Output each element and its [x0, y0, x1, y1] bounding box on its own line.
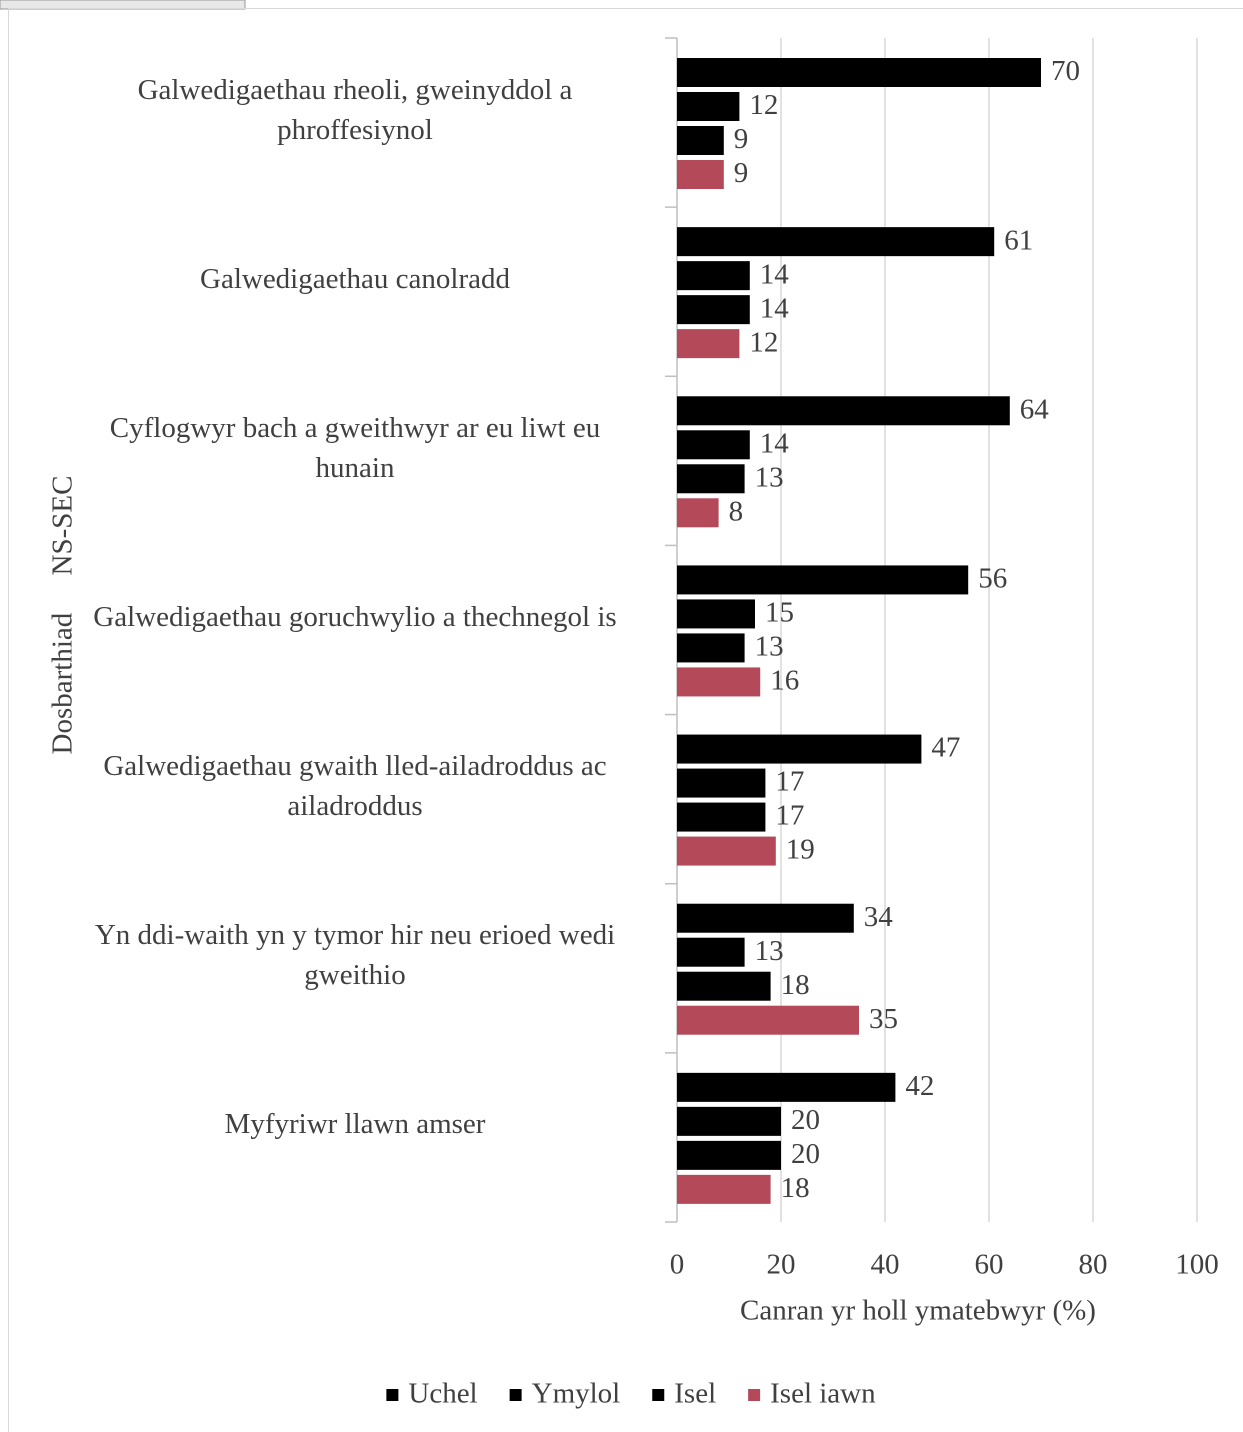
data-label: 13 [755, 935, 784, 967]
data-label: 17 [775, 766, 804, 798]
chart-border [8, 8, 1243, 1432]
bar [677, 1140, 781, 1170]
data-label: 8 [729, 495, 744, 527]
bar [677, 92, 740, 121]
y-tick-label: Galwedigaethau rheoli, gweinyddol a phro… [137, 73, 573, 146]
y-tick-label: Galwedigaethau canolradd [200, 262, 510, 295]
bar [677, 261, 750, 291]
data-label: 14 [760, 292, 790, 324]
bar [677, 667, 761, 697]
bar [677, 802, 766, 832]
legend-label: Uchel [408, 1378, 477, 1410]
bar [677, 836, 776, 866]
data-label: 14 [760, 427, 790, 459]
bar [677, 1106, 781, 1136]
bar [677, 464, 745, 494]
data-label: 18 [781, 1172, 810, 1204]
data-label: 17 [775, 800, 804, 832]
legend-marker [386, 1389, 399, 1401]
data-label: 19 [786, 834, 815, 866]
legend-label: Isel [674, 1378, 716, 1410]
data-label: 16 [770, 665, 799, 697]
tab [0, 0, 246, 10]
legend-marker [509, 1389, 522, 1401]
bar [677, 498, 719, 528]
y-tick-label: Yn ddi-waith yn y tymor hir neu erioed w… [94, 919, 616, 992]
data-label: 9 [734, 123, 749, 155]
bar [677, 430, 750, 460]
data-label: 34 [864, 901, 894, 933]
x-tick-label: 0 [670, 1249, 685, 1281]
bar [677, 971, 771, 1001]
legend-marker [748, 1389, 761, 1401]
data-label: 20 [791, 1138, 820, 1170]
y-axis-title: Dosbarthiad NS-SEC [47, 476, 79, 755]
bar [677, 58, 1041, 87]
data-label: 56 [978, 563, 1007, 595]
bar [677, 227, 995, 257]
data-label: 20 [791, 1104, 820, 1136]
bar [677, 295, 750, 325]
legend-label: Isel iawn [770, 1378, 876, 1410]
bar [677, 396, 1010, 426]
x-axis-title: Canran yr holl ymatebwyr (%) [740, 1295, 1096, 1327]
data-label: 47 [931, 732, 960, 764]
data-label: 70 [1051, 55, 1080, 87]
bar [677, 1174, 771, 1204]
y-tick-label: Cyflogwyr bach a gweithwyr ar eu liwt eu… [109, 411, 601, 484]
bar [677, 565, 969, 595]
x-tick-label: 20 [767, 1249, 796, 1281]
data-label: 12 [749, 326, 778, 358]
data-label: 35 [869, 1003, 898, 1035]
legend-marker [652, 1389, 665, 1401]
bar [677, 126, 724, 155]
x-tick-label: 40 [871, 1249, 900, 1281]
x-tick-label: 80 [1079, 1249, 1108, 1281]
bar [677, 937, 745, 967]
bar [677, 903, 854, 933]
bar [677, 160, 724, 189]
data-label: 61 [1004, 224, 1033, 256]
bar [677, 1005, 859, 1035]
legend-label: Ymylol [532, 1378, 621, 1410]
bar [677, 633, 745, 663]
x-tick-label: 60 [975, 1249, 1004, 1281]
data-label: 18 [781, 969, 810, 1001]
bar [677, 768, 766, 798]
y-tick-label: Myfyriwr llawn amser [224, 1108, 486, 1141]
data-label: 12 [749, 89, 778, 121]
data-label: 13 [755, 631, 784, 663]
bar [677, 329, 740, 359]
bar [677, 734, 922, 764]
bar [677, 599, 755, 629]
y-tick-label: Galwedigaethau gwaith lled-ailadroddus a… [103, 750, 607, 823]
data-label: 9 [734, 157, 749, 189]
data-label: 42 [905, 1070, 934, 1102]
y-tick-label: Galwedigaethau goruchwylio a thechnegol … [93, 601, 617, 633]
x-tick-label: 100 [1175, 1249, 1219, 1281]
data-label: 15 [765, 597, 794, 629]
data-label: 14 [760, 258, 790, 290]
data-label: 64 [1020, 393, 1050, 425]
bar [677, 1072, 896, 1102]
data-label: 13 [755, 461, 784, 493]
